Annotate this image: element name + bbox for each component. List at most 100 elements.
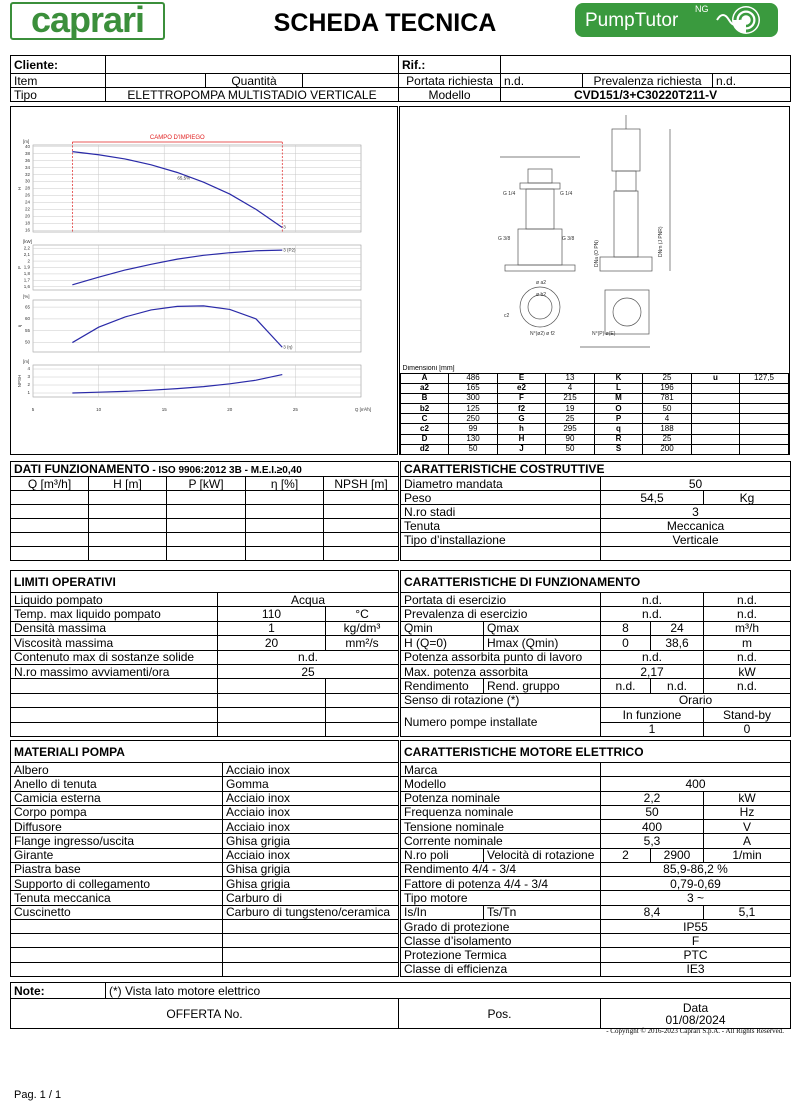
page-number: Pag. 1 / 1: [14, 1089, 62, 1101]
table-cell: F: [497, 392, 546, 405]
table-row: Rendimento Rend. gruppo n.d. n.d. n.d.: [400, 678, 792, 694]
table-cell: n.d.: [600, 649, 704, 665]
table-cell: CARATTERISTICHE DI FUNZIONAMENTO: [399, 570, 792, 593]
table-cell: Fattore di potenza 4/4 - 3/4: [400, 876, 601, 892]
table-cell: 8,4: [600, 904, 704, 920]
table-cell: n.d.: [702, 678, 792, 694]
empty-cell: [105, 73, 206, 88]
table-cell: M: [594, 392, 643, 405]
empty-cell: [400, 546, 601, 561]
table-row: N.ro massimo avviamenti/ora 25: [10, 663, 400, 680]
empty-cell: [10, 933, 223, 949]
y-tick-label: 26: [25, 193, 31, 198]
empty-cell: [500, 55, 792, 74]
table-cell: Tenuta meccanica: [10, 890, 223, 906]
table-cell: 486: [448, 372, 498, 384]
x-tick-label: 15: [162, 407, 168, 412]
table-cell: 5,1: [703, 904, 791, 920]
brand-sup: NG: [695, 4, 709, 14]
empty-cell: [245, 532, 324, 547]
table-row: b2 125 f2 19 O 50: [400, 403, 789, 415]
table-row: Temp. max liquido pompato 110 °C: [10, 606, 400, 622]
empty-cell: [691, 403, 740, 415]
empty-cell: [739, 423, 789, 435]
table-cell: 300: [448, 392, 498, 405]
table-cell: H [m]: [88, 476, 167, 491]
table-cell: 215: [545, 392, 595, 405]
funz-table: CARATTERISTICHE DI FUNZIONAMENTO Portata …: [399, 570, 792, 737]
empty-cell: [10, 961, 223, 977]
table-cell: Dimensioni [mm]: [402, 365, 455, 373]
table-cell: m: [702, 635, 792, 651]
table-cell: 0: [600, 635, 651, 651]
empty-cell: [599, 546, 792, 561]
empty-cell: [88, 518, 167, 533]
y-tick-label: 4: [27, 366, 30, 371]
table-cell: f2: [497, 403, 546, 415]
table-cell: 127,5: [739, 372, 789, 384]
table-row: Marca: [400, 761, 791, 778]
table-cell: u: [691, 372, 740, 384]
empty-cell: [221, 961, 400, 977]
page-title: SCHEDA TECNICA: [273, 9, 497, 37]
table-cell: MATERIALI POMPA: [9, 740, 400, 763]
table-row: [10, 518, 400, 533]
table-row: DATI FUNZIONAMENTO - ISO 9906:2012 3B - …: [9, 461, 400, 477]
table-cell: Rendimento 4/4 - 3/4: [400, 861, 601, 878]
table-cell: Ghisa grigia: [221, 876, 400, 892]
table-row: OFFERTA No. Pos. Data 01/08/2024: [10, 998, 792, 1029]
empty-cell: [10, 678, 218, 694]
table-cell: Acciaio inox: [221, 790, 400, 806]
brand-icon: [716, 6, 760, 34]
empty-cell: [166, 504, 246, 519]
plot-area: [32, 299, 362, 353]
table-cell: A: [400, 372, 449, 384]
table-cell: 85,9-86,2 %: [600, 861, 791, 878]
table-cell: B: [400, 392, 449, 405]
table-cell: IE3: [600, 961, 791, 977]
empty-cell: [324, 721, 400, 737]
table-cell: 5,3: [600, 833, 704, 849]
table-row: Viscosità massima 20 mm²/s: [10, 635, 400, 651]
drawing-label: G 3/8: [562, 236, 574, 242]
table-cell: Meccanica: [599, 518, 792, 533]
table-cell: P: [594, 413, 643, 425]
table-cell: C: [400, 413, 449, 425]
table-row: Contenuto max di sostanze solide n.d.: [10, 649, 400, 665]
end-label: 3 (η): [283, 344, 293, 349]
table-cell: 400: [600, 776, 791, 792]
table-cell: CVD151/3+C30220T211-V: [500, 87, 792, 102]
table-cell: e2: [497, 382, 546, 394]
table-cell: 50: [600, 804, 704, 821]
y-tick-label: 1,8: [24, 271, 31, 276]
empty-cell: [217, 721, 326, 737]
table-cell: Corpo pompa: [10, 804, 223, 821]
empty-cell: [739, 392, 789, 405]
table-cell: D: [400, 433, 449, 445]
table-row: Tensione nominale 400 V: [400, 819, 791, 835]
table-cell: P [kW]: [166, 476, 246, 491]
drawing-label: DNa (O PN): [594, 240, 600, 267]
table-cell: Ghisa grigia: [221, 833, 400, 849]
motore-table: CARATTERISTICHE MOTORE ELETTRICO Marca Mod…: [400, 740, 791, 977]
y-tick-label: 18: [25, 220, 31, 225]
table-row: Tenuta Meccanica: [400, 518, 792, 533]
table-row: Numero pompe installate In funzione Stand-…: [400, 707, 792, 737]
y-axis-label: P: [17, 266, 22, 269]
table-cell: Pos.: [398, 998, 601, 1029]
empty-cell: [10, 490, 89, 505]
y-tick-label: 55: [25, 328, 31, 333]
table-row: C 250 G 25 P 4: [400, 413, 789, 425]
table-cell: 125: [448, 403, 498, 415]
table-cell: Frequenza nominale: [400, 804, 601, 821]
table-cell: Modello: [398, 87, 502, 102]
table-cell: Portata richiesta: [398, 73, 502, 88]
table-cell: A: [703, 833, 791, 849]
table-cell: Tipo d’installazione: [400, 532, 601, 547]
shape: [519, 182, 561, 190]
table-row: Camicia esterna Acciaio inox: [10, 790, 400, 806]
empty-cell: [221, 947, 400, 963]
table-cell: n.d.: [500, 73, 584, 88]
costr-table: CARATTERISTICHE COSTRUTTIVE Diametro mand…: [399, 461, 792, 561]
y-tick-label: 1,6: [24, 284, 31, 289]
